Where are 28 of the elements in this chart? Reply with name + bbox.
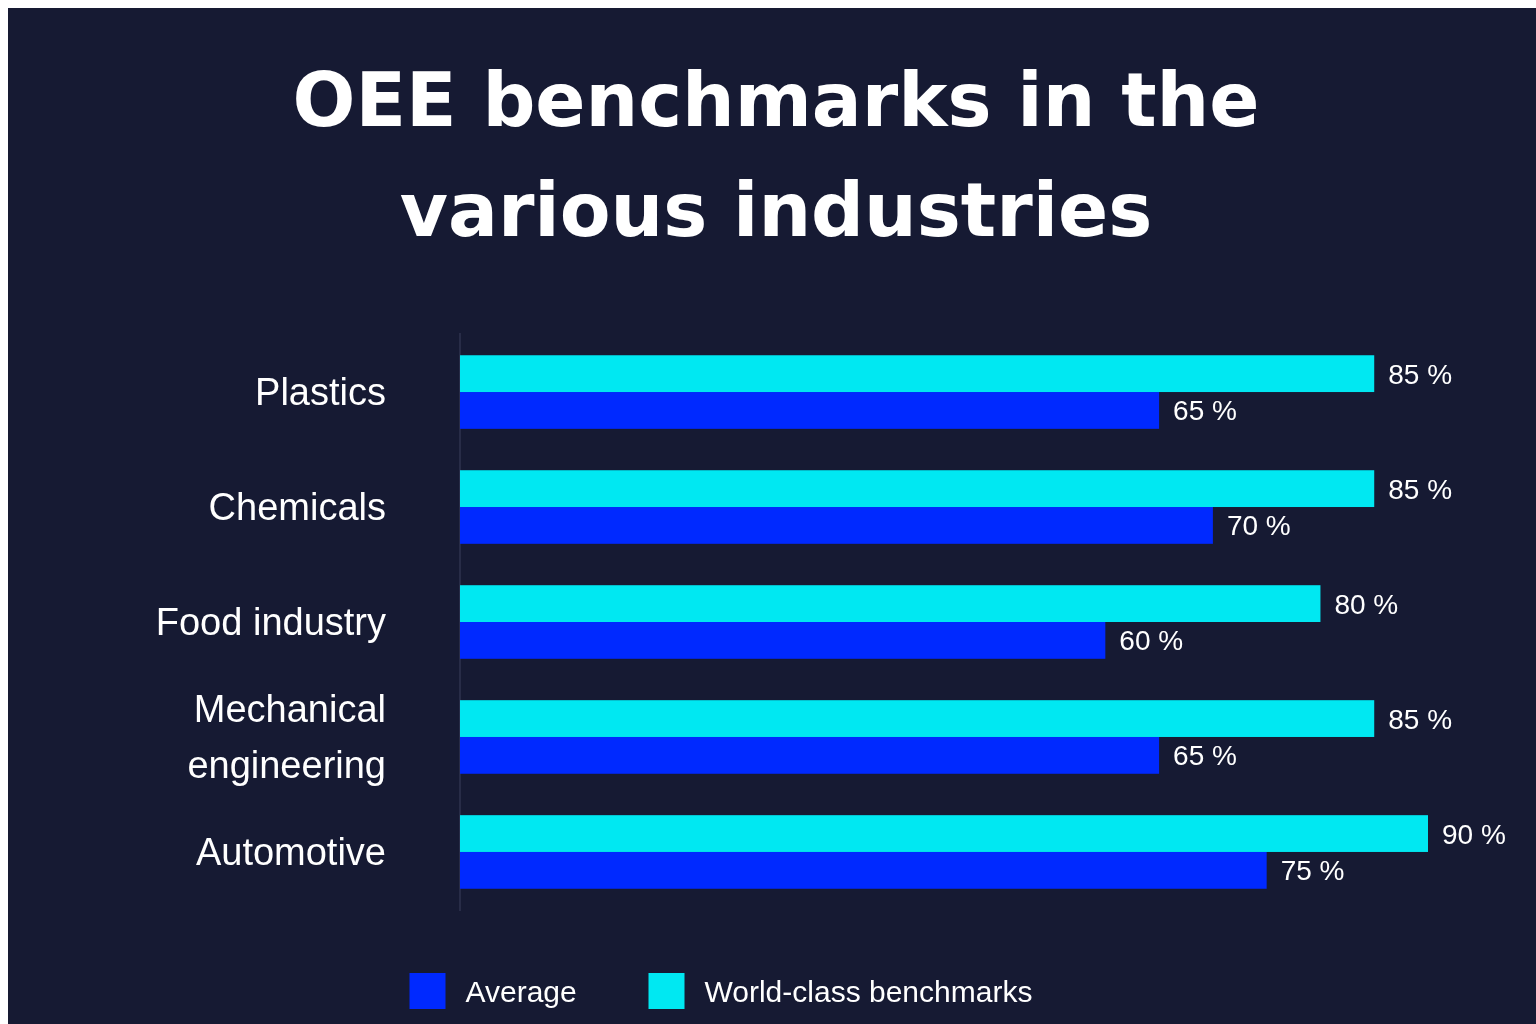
y-tick-label: Mechanical engineering bbox=[187, 687, 386, 786]
data-label: 90 % bbox=[1442, 818, 1506, 850]
data-label: 65 % bbox=[1173, 740, 1237, 772]
bar bbox=[460, 507, 1213, 544]
data-label: 85 % bbox=[1388, 703, 1453, 735]
data-label: 70 % bbox=[1226, 510, 1291, 542]
data-label: 75 % bbox=[1280, 855, 1345, 887]
data-label: 85 % bbox=[1388, 358, 1453, 390]
bar bbox=[460, 392, 1160, 429]
data-label: 65 % bbox=[1173, 395, 1237, 427]
bar bbox=[460, 622, 1106, 659]
legend-label: Average bbox=[465, 975, 577, 1008]
y-tick-label: Plastics bbox=[255, 371, 386, 414]
bar bbox=[460, 815, 1428, 852]
data-label: 60 % bbox=[1119, 625, 1184, 657]
data-label: 80 % bbox=[1334, 588, 1399, 620]
bar bbox=[460, 585, 1321, 622]
bar bbox=[460, 355, 1375, 393]
bar bbox=[460, 851, 1267, 889]
chart-title: OEE benchmarks in the various industries bbox=[292, 57, 1260, 253]
y-tick-label: Food industry bbox=[155, 601, 386, 643]
data-label: 85 % bbox=[1388, 473, 1453, 505]
bar bbox=[460, 736, 1160, 774]
legend-label: World-class benchmarks bbox=[704, 975, 1033, 1008]
y-tick-label: Automotive bbox=[195, 830, 386, 873]
y-tick-label: Chemicals bbox=[208, 486, 386, 529]
bar bbox=[460, 700, 1375, 737]
bar bbox=[460, 470, 1375, 508]
